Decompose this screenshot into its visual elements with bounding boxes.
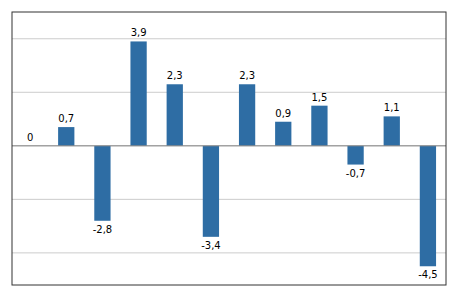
baseline [12,145,446,146]
data-label: 1,5 [311,92,327,103]
bars [58,41,436,266]
grid-line [12,38,446,39]
data-label: 3,9 [131,27,147,38]
bar [203,146,219,237]
bar [167,84,183,146]
grid-line [12,252,446,253]
grid-line [12,199,446,200]
bar [311,106,327,146]
bar [239,84,255,146]
data-label: -3,4 [201,240,221,251]
chart-container: 0 0,7 -2,8 3,9 2,3 -3,4 2,3 0,9 1,5 -0,7 1,1 -4,5 [0,0,458,297]
grid [12,39,446,253]
bar [130,41,146,145]
data-label: -0,7 [346,168,366,179]
data-label: 1,1 [384,102,400,113]
data-label: -4,5 [418,269,438,280]
bar [275,122,291,146]
data-label: 0,7 [58,113,74,124]
data-label: 2,3 [239,70,255,81]
chart: 0 0,7 -2,8 3,9 2,3 -3,4 2,3 0,9 1,5 -0,7 1,1 -4,5 [0,0,458,297]
grid-line [12,145,446,146]
plot-frame [12,12,446,285]
data-label: 2,3 [167,70,183,81]
data-label: 0 [27,132,33,143]
data-labels: 0 0,7 -2,8 3,9 2,3 -3,4 2,3 0,9 1,5 -0,7 1,1 -4,5 [27,27,438,280]
bar [58,127,74,146]
bar [347,146,363,165]
data-label: 0,9 [275,108,291,119]
plot-background [12,12,446,285]
data-label: -2,8 [93,224,113,235]
grid-line [12,92,446,93]
bar [94,146,110,221]
bar [384,116,400,145]
bar [420,146,436,266]
